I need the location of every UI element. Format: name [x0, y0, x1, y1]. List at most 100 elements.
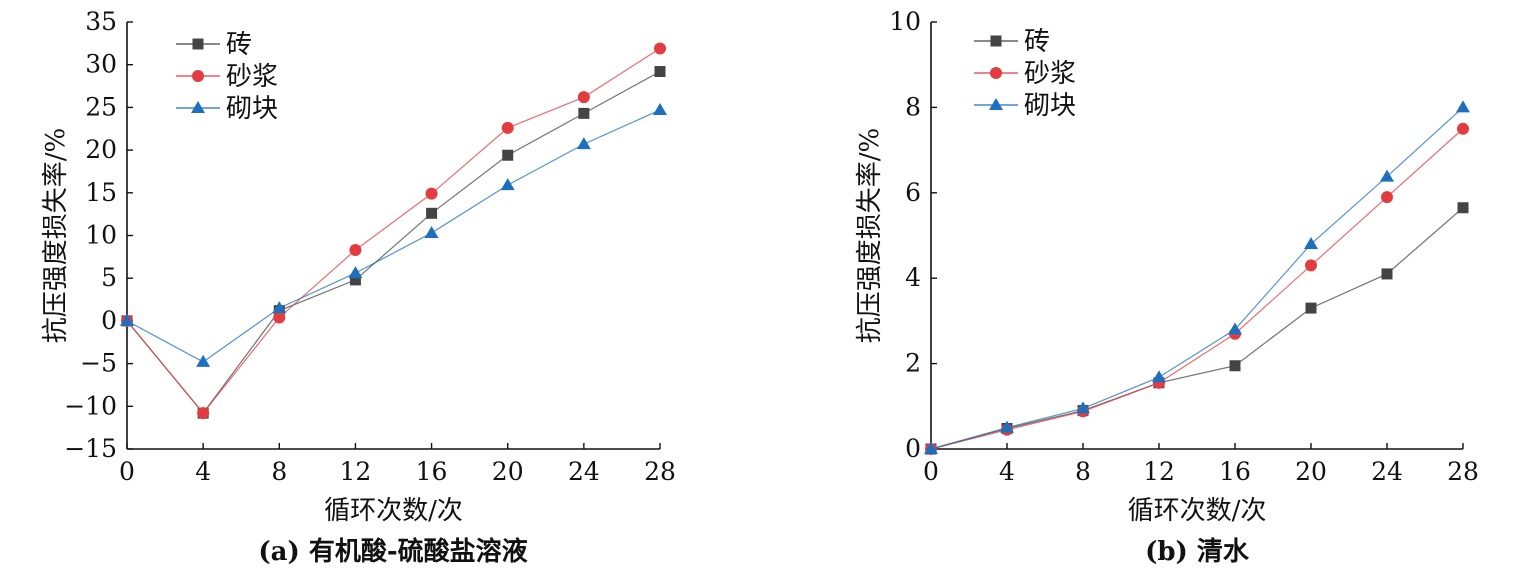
y-axis-title: 抗压强度损失率/%: [41, 128, 71, 343]
x-tick-label: 8: [1075, 457, 1091, 486]
legend-label: 砌块: [226, 94, 278, 124]
data-point-砖: [426, 207, 438, 219]
data-point-砂浆: [1457, 122, 1469, 135]
legend-item-砖: 砖: [974, 27, 1050, 57]
data-point-砖: [654, 66, 666, 78]
x-tick-label: 28: [1447, 457, 1479, 486]
y-tick-label: 2: [905, 349, 921, 378]
data-point-砖: [502, 149, 514, 161]
y-tick-label: 5: [101, 263, 117, 292]
x-axis-title: 循环次数/次: [324, 496, 463, 526]
data-point-砖: [1305, 302, 1317, 314]
legend-marker: [192, 38, 204, 50]
x-tick-label: 24: [568, 457, 600, 486]
data-point-砌块: [1076, 401, 1090, 414]
y-tick-label: 6: [905, 178, 921, 207]
y-tick-label: 20: [85, 135, 117, 164]
series-line-砂浆: [930, 128, 1464, 450]
x-tick-label: 16: [1219, 457, 1251, 486]
data-point-砌块: [272, 301, 287, 314]
data-point-砌块: [1380, 169, 1394, 182]
y-tick-label: −5: [80, 349, 117, 378]
x-tick-label: 20: [492, 457, 524, 486]
data-point-砂浆: [349, 244, 362, 257]
y-tick-label: −15: [64, 434, 117, 463]
data-point-砂浆: [197, 407, 210, 420]
data-point-砂浆: [654, 42, 666, 55]
legend-label: 砂浆: [226, 62, 278, 92]
x-tick-label: 24: [1371, 457, 1403, 486]
legend-item-砂浆: 砂浆: [974, 59, 1076, 89]
chart-caption: (a) 有机酸-硫酸盐溶液: [258, 536, 527, 567]
legend-label: 砖: [226, 30, 252, 60]
data-point-砌块: [500, 178, 515, 191]
y-tick-label: 0: [101, 306, 117, 335]
legend-item-砌块: 砌块: [974, 91, 1076, 121]
data-point-砌块: [1304, 237, 1318, 250]
data-point-砌块: [120, 313, 134, 326]
x-tick-label: 8: [271, 457, 287, 486]
data-point-砌块: [196, 354, 211, 367]
data-point-砖: [349, 274, 361, 286]
series-line-砌块: [930, 106, 1464, 450]
data-point-砂浆: [577, 91, 590, 104]
x-tick-label: 0: [923, 457, 939, 486]
y-tick-label: 4: [905, 263, 921, 292]
x-tick-label: 0: [119, 457, 135, 486]
legend-label: 砖: [1024, 27, 1050, 57]
x-tick-label: 12: [340, 457, 372, 486]
data-point-砌块: [1152, 370, 1166, 383]
chart-caption: (b) 清水: [1145, 537, 1250, 567]
x-tick-label: 4: [999, 457, 1015, 486]
data-point-砌块: [576, 137, 591, 150]
y-tick-label: 8: [905, 92, 921, 121]
y-tick-label: 0: [905, 434, 921, 463]
legend-item-砌块: 砌块: [176, 94, 278, 124]
data-point-砌块: [653, 102, 667, 115]
data-point-砂浆: [501, 121, 514, 134]
series-line-砂浆: [126, 47, 661, 415]
data-point-砖: [578, 107, 590, 119]
legend-label: 砌块: [1024, 91, 1076, 121]
data-point-砂浆: [1305, 259, 1317, 272]
data-point-砂浆: [273, 311, 286, 324]
x-axis-title: 循环次数/次: [1128, 496, 1267, 526]
y-tick-label: −10: [64, 391, 117, 420]
y-axis-title: 抗压强度损失率/%: [855, 128, 885, 343]
data-point-砌块: [1000, 420, 1014, 433]
data-point-砖: [1229, 360, 1241, 372]
data-point-砌块: [424, 225, 439, 238]
y-tick-label: 30: [85, 50, 117, 79]
series-line-砌块: [126, 109, 661, 363]
data-point-砖: [1381, 268, 1393, 280]
x-tick-label: 12: [1143, 457, 1175, 486]
data-point-砂浆: [1381, 191, 1393, 204]
data-point-砌块: [924, 442, 938, 454]
y-tick-label: 10: [889, 7, 921, 36]
legend-label: 砂浆: [1024, 59, 1076, 89]
data-point-砌块: [348, 266, 363, 279]
series-line-砖: [930, 207, 1464, 450]
y-tick-label: 35: [85, 7, 117, 36]
chart-a: −15 −10 −5 0 5 10 15 20 25 30 35 0 4 8 12 16 20 24 28 循环次数/…: [41, 7, 676, 567]
x-tick-label: 4: [195, 457, 211, 486]
data-point-砌块: [1228, 322, 1242, 335]
y-tick-label: 15: [85, 178, 117, 207]
x-tick-label: 28: [644, 457, 676, 486]
legend-marker: [192, 70, 204, 82]
x-tick-label: 16: [416, 457, 448, 486]
series-line-砖: [126, 71, 661, 415]
legend-marker: [990, 67, 1002, 79]
x-tick-label: 20: [1295, 457, 1327, 486]
legend-item-砖: 砖: [176, 30, 252, 60]
data-point-砖: [1457, 202, 1469, 214]
legend-item-砂浆: 砂浆: [176, 62, 278, 92]
y-tick-label: 10: [85, 221, 117, 250]
legend-marker: [990, 35, 1002, 47]
data-point-砌块: [1456, 100, 1470, 113]
y-tick-label: 25: [85, 92, 117, 121]
data-point-砂浆: [425, 187, 438, 200]
legend-marker: [989, 98, 1003, 110]
